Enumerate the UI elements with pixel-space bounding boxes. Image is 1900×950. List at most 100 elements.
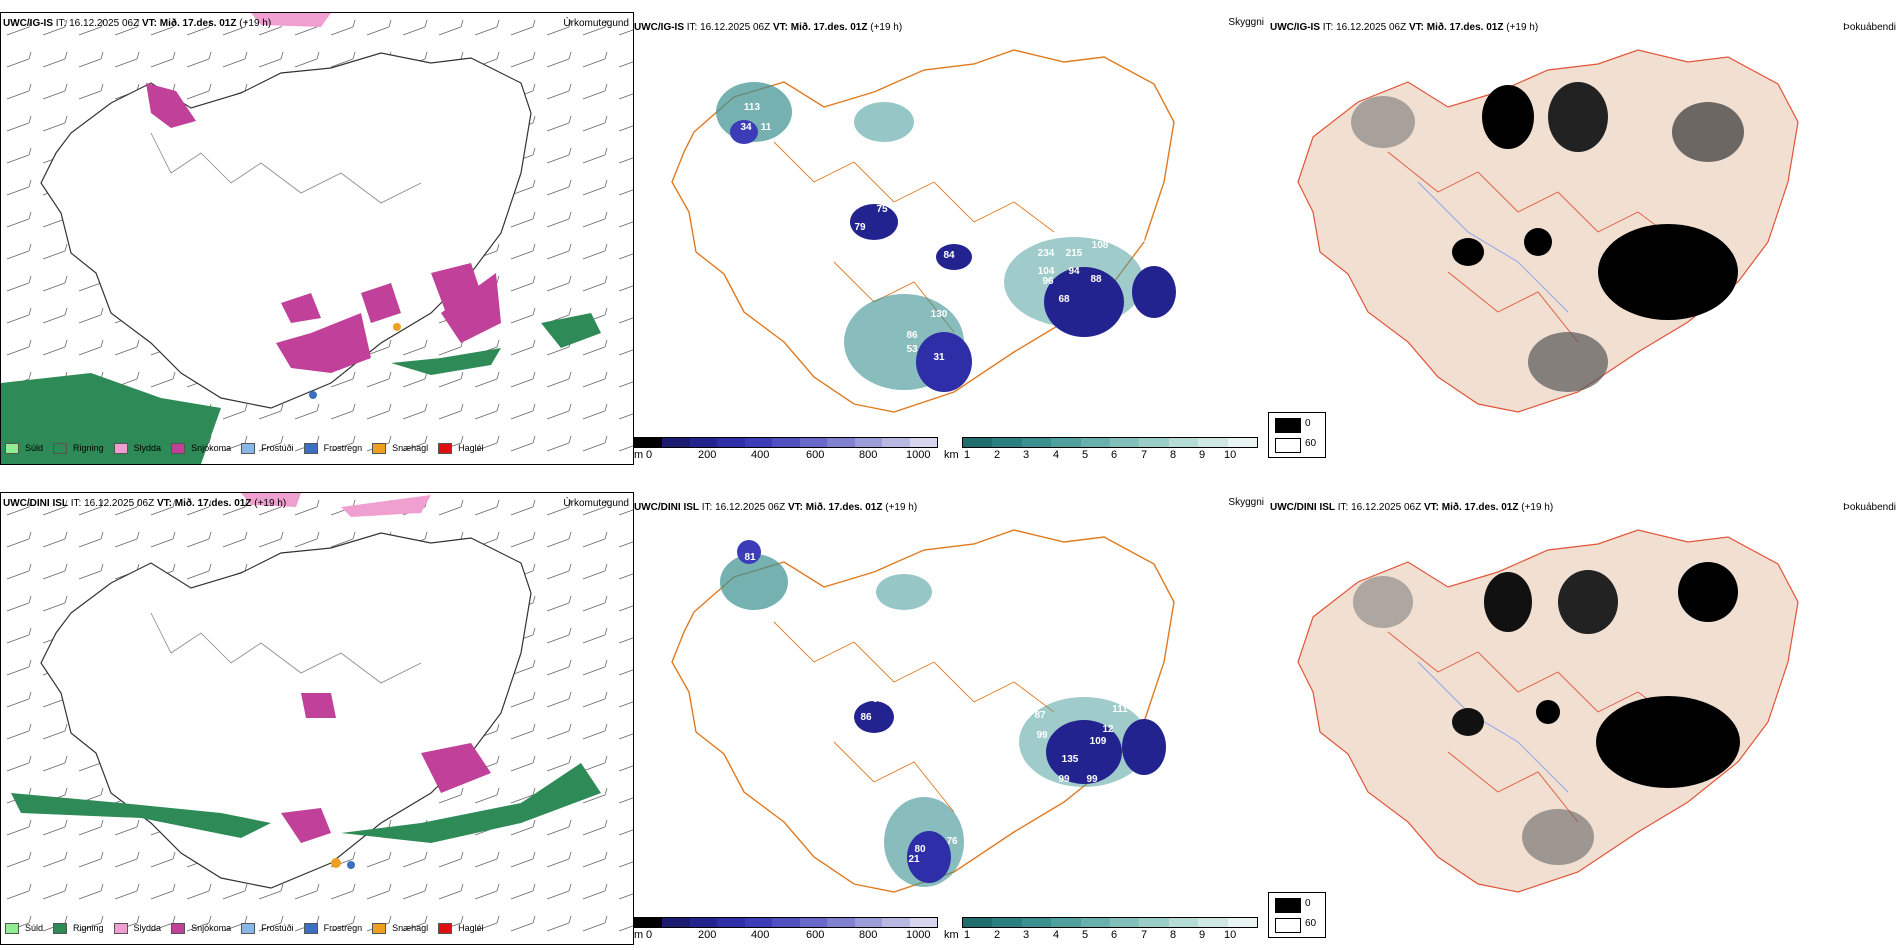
cb-tick: 200 xyxy=(698,449,717,461)
vis-swatch xyxy=(1021,438,1052,447)
fog-value-low: 0 xyxy=(1305,418,1311,429)
legend-label: Snjókoma xyxy=(191,923,232,933)
visibility-unit: km xyxy=(944,449,959,461)
cb-swatch xyxy=(799,918,828,927)
vt-label: VT: xyxy=(787,502,803,513)
legend-item: Frostregn xyxy=(303,922,362,934)
cloud-base-label: 99 xyxy=(1058,774,1070,785)
it-value: 16.12.2025 06Z xyxy=(700,22,771,33)
cloud-base-label: 81 xyxy=(744,552,756,563)
panel-title-bottom-2: UWC/DINI ISL IT: 16.12.2025 06Z VT: Mið.… xyxy=(634,502,917,514)
legend-swatch xyxy=(438,442,453,454)
vis-tick: 4 xyxy=(1053,449,1060,461)
it-label: IT: xyxy=(55,18,67,29)
cb-tick: 0 xyxy=(646,929,653,941)
vis-tick: 6 xyxy=(1111,449,1118,461)
legend-label: Súld xyxy=(25,923,44,933)
fog-swatch-black xyxy=(1275,898,1301,913)
cb-tick: 400 xyxy=(751,929,770,941)
fog-value-low: 0 xyxy=(1305,898,1311,909)
legend-label: Rigning xyxy=(73,443,104,453)
legend-item: Frostúði xyxy=(241,922,294,934)
cloud-base-label: 215 xyxy=(1066,248,1083,259)
cloudbase-map-top: 113 34 11 75 79 84 106 234 215 108 135 104 94 96 88 68 1… xyxy=(671,49,1176,413)
cloud-base-label: 84 xyxy=(943,250,955,261)
fog-map-bottom xyxy=(1297,529,1799,893)
vis-tick: 4 xyxy=(1053,929,1060,941)
cloud-base-label: 76 xyxy=(946,836,958,847)
fog-map-top xyxy=(1297,49,1799,413)
lead-time: (+19 h) xyxy=(1521,502,1554,513)
it-label: IT: xyxy=(701,502,713,513)
cloud-base-label: 135 xyxy=(1141,234,1158,245)
cb-swatch xyxy=(717,438,745,447)
model-name: UWC/IG-IS xyxy=(3,18,53,29)
cb-swatch xyxy=(635,438,663,447)
model-name: UWC/IG-IS xyxy=(634,22,684,33)
cb-swatch xyxy=(772,438,800,447)
legend-item: Haglél xyxy=(438,442,484,454)
legend-item: Snjókoma xyxy=(171,442,231,454)
legend-item: Snæhagl xyxy=(372,442,428,454)
cb-swatch xyxy=(854,438,883,447)
it-label: IT: xyxy=(1322,22,1334,33)
lead-time: (+19 h) xyxy=(254,498,287,509)
cb-swatch xyxy=(744,918,773,927)
legend-label: Frostúði xyxy=(261,443,294,453)
visibility-colorbar-top xyxy=(962,437,1258,448)
it-value: 16.12.2025 06Z xyxy=(715,502,786,513)
cloud-base-label: 80 xyxy=(914,844,926,855)
vis-tick: 8 xyxy=(1170,929,1177,941)
cb-tick: 1000 xyxy=(906,929,931,941)
cloud-base-label: 106 xyxy=(1034,230,1051,241)
precip-map-top xyxy=(1,13,633,464)
cloud-base-label: 31 xyxy=(933,352,945,363)
legend-swatch xyxy=(303,922,318,934)
cloud-base-label: 21 xyxy=(908,854,920,865)
cloud-base-label: 87 xyxy=(958,309,970,320)
vis-swatch xyxy=(1227,438,1258,447)
vis-swatch xyxy=(963,918,993,927)
cloud-base-label: 113 xyxy=(744,102,761,113)
legend-swatch xyxy=(438,922,453,934)
legend-label: Frostregn xyxy=(323,443,363,453)
cloud-base-label: 86 xyxy=(860,712,872,723)
vt-label: VT: xyxy=(156,498,172,509)
cloud-base-label: 96 xyxy=(1042,276,1054,287)
panel-title-top-1: UWC/IG-IS IT: 16.12.2025 06Z VT: Mið. 17… xyxy=(3,18,271,30)
cloud-base-label: 127 xyxy=(944,724,961,735)
vis-tick: 1 xyxy=(964,449,971,461)
precip-panel-label: Úrkomutegund xyxy=(563,18,629,29)
legend-item: Snjókoma xyxy=(171,922,232,934)
panel-title-top-3: UWC/IG-IS IT: 16.12.2025 06Z VT: Mið. 17… xyxy=(1270,22,1538,34)
legend-item: Slydda xyxy=(113,922,161,934)
cb-swatch xyxy=(827,918,855,927)
it-label: IT: xyxy=(686,22,698,33)
legend-label: Slydda xyxy=(133,443,162,453)
fog-panel-bottom: UWC/DINI ISL IT: 16.12.2025 06Z VT: Mið.… xyxy=(1268,492,1900,943)
panel-title-bottom-1: UWC/DINI ISL IT: 16.12.2025 06Z VT: Mið.… xyxy=(3,498,286,510)
legend-item: Súld xyxy=(5,922,44,934)
vt-value: Mið. 17.des. 01Z xyxy=(159,18,237,29)
vis-tick: 9 xyxy=(1199,449,1206,461)
vis-tick: 5 xyxy=(1082,449,1089,461)
fog-swatch-black xyxy=(1275,418,1301,433)
cloud-base-label: 79 xyxy=(854,222,866,233)
fog-panel-label: Þokuábendi xyxy=(1843,22,1896,33)
it-value: 16.12.2025 06Z xyxy=(84,498,155,509)
cloudbase-visibility-panel-bottom: UWC/DINI ISL IT: 16.12.2025 06Z VT: Mið.… xyxy=(634,492,1268,943)
cloud-base-label: 11 xyxy=(761,122,772,133)
precip-legend-bottom: Súld Rigning Slydda Snjókoma Frostúði Fr… xyxy=(5,918,494,938)
cloud-base-label: 34 xyxy=(740,122,752,133)
model-name: UWC/DINI ISL xyxy=(1270,502,1335,513)
legend-item: Slydda xyxy=(113,442,162,454)
cloud-base-label: 111 xyxy=(1112,704,1128,715)
cloud-base-label: 130 xyxy=(931,309,948,320)
cb-swatch xyxy=(799,438,828,447)
cb-tick: 400 xyxy=(751,449,770,461)
cloud-base-label: 83 xyxy=(872,694,884,705)
legend-swatch xyxy=(171,922,186,934)
legend-swatch xyxy=(171,442,186,454)
visibility-panel-label: Skyggni xyxy=(1228,497,1264,508)
fog-swatch-white xyxy=(1275,438,1301,453)
